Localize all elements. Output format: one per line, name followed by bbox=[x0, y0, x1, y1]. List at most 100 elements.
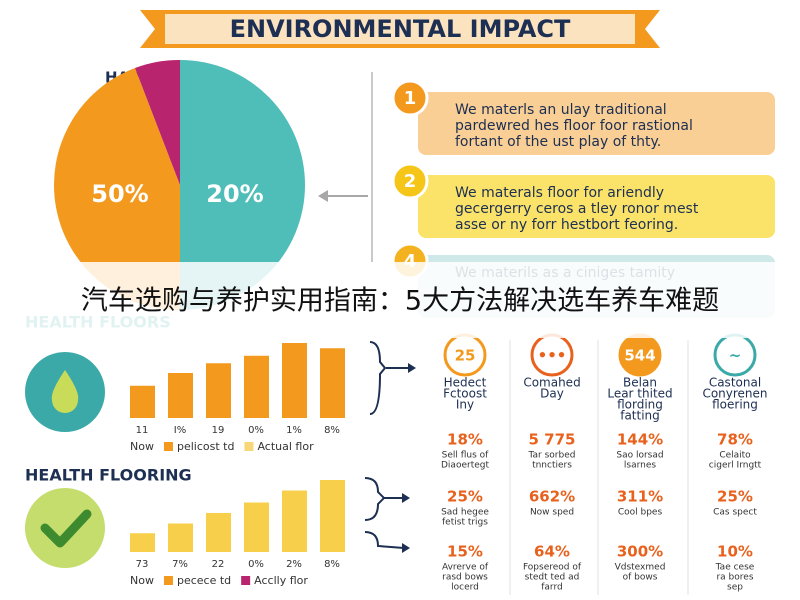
stat-caption: tnnctiers bbox=[532, 461, 572, 471]
column-title: Iny bbox=[456, 398, 474, 412]
legend-swatch bbox=[244, 442, 254, 451]
stat-caption: farrd bbox=[541, 583, 562, 593]
stat-value: 311% bbox=[617, 488, 663, 506]
stat-caption: stedt ted ad bbox=[525, 573, 580, 583]
item-box bbox=[418, 92, 775, 155]
pie-slice bbox=[180, 60, 305, 310]
bar bbox=[320, 480, 345, 552]
title: ENVIRONMENTAL IMPACT bbox=[230, 15, 571, 43]
stat-caption: Now sped bbox=[530, 508, 574, 518]
bar bbox=[244, 355, 269, 418]
drop-icon bbox=[51, 370, 79, 413]
column-icon: 25 bbox=[455, 347, 476, 365]
legend-text: pelicost td bbox=[177, 440, 234, 453]
bar bbox=[168, 523, 193, 552]
bar-label: I% bbox=[174, 425, 186, 436]
stat-caption: Tar sorbed bbox=[528, 451, 576, 461]
stat-value: 78% bbox=[717, 431, 753, 449]
brace bbox=[369, 341, 387, 415]
item-number-bg bbox=[391, 79, 429, 117]
legend-text: Now bbox=[130, 440, 154, 453]
stat-value: 144% bbox=[617, 431, 663, 449]
bar bbox=[130, 385, 155, 418]
legend-swatch bbox=[163, 576, 173, 585]
bar bbox=[282, 490, 307, 552]
item-number: 1 bbox=[404, 88, 417, 109]
item-text: fortant of the ust play of thty. bbox=[455, 134, 661, 150]
arrow bbox=[364, 531, 405, 549]
pie-slice bbox=[53, 68, 180, 311]
stat-caption: cigerl Irngtt bbox=[709, 461, 762, 471]
legend-text: Acclly flor bbox=[254, 574, 308, 587]
stat-caption: lsarnes bbox=[624, 461, 656, 471]
item-text: gecergerry ceros a tley ronor mest bbox=[455, 201, 699, 217]
check-icon-bg bbox=[25, 488, 105, 568]
legend-text: pecece td bbox=[177, 574, 231, 587]
bar-label: 0% bbox=[248, 559, 264, 570]
bar-label: 8% bbox=[324, 425, 340, 436]
stat-value: 662% bbox=[529, 488, 575, 506]
stat-value: 25% bbox=[717, 488, 753, 506]
pie-slice-label: 20% bbox=[206, 180, 263, 208]
stat-caption: Cas spect bbox=[713, 508, 757, 518]
column-title: Hedect bbox=[444, 376, 487, 390]
stat-caption: Cool bpes bbox=[618, 508, 663, 518]
item-text: pardewred hes floor foor rastional bbox=[455, 118, 693, 134]
stat-caption: Avrerve of bbox=[442, 563, 489, 573]
bar-label: 11 bbox=[136, 425, 149, 436]
stat-value: 5 775 bbox=[529, 431, 576, 449]
column-icon: ~ bbox=[729, 347, 742, 365]
column-title: Conyrenen bbox=[702, 387, 767, 401]
bar-label: 8% bbox=[324, 559, 340, 570]
brace bbox=[364, 477, 386, 521]
title-panel bbox=[165, 14, 635, 44]
bar bbox=[282, 343, 307, 418]
column-title: floering bbox=[712, 398, 758, 412]
bar-label: 7% bbox=[172, 559, 188, 570]
item-text: We materls an ulay traditional bbox=[455, 102, 667, 118]
column-title: fatting bbox=[620, 409, 660, 423]
bar bbox=[168, 373, 193, 418]
bar-label: 22 bbox=[212, 559, 225, 570]
stat-caption: fetist trigs bbox=[442, 518, 488, 528]
check-icon bbox=[40, 509, 92, 548]
bar-label: 73 bbox=[136, 559, 149, 570]
stat-caption: sep bbox=[727, 583, 743, 593]
arrow-head bbox=[402, 543, 410, 553]
column-title: Lear thited bbox=[607, 387, 672, 401]
stat-caption: Diaoertegt bbox=[441, 461, 489, 471]
overlay-band bbox=[0, 262, 800, 338]
pie-slice-label: 50% bbox=[91, 180, 148, 208]
bar bbox=[130, 533, 155, 552]
item-number: 2 bbox=[404, 171, 417, 192]
stat-value: 25% bbox=[447, 488, 483, 506]
stat-caption: Celaito bbox=[719, 451, 751, 461]
stat-caption: locerd bbox=[451, 583, 479, 593]
stat-caption: rasd bows bbox=[442, 573, 488, 583]
legend-swatch bbox=[163, 442, 173, 451]
pie-slice bbox=[135, 59, 180, 186]
item-text: asse or ny forr hestbort feoring. bbox=[455, 217, 678, 233]
stat-caption: Vdstexmed bbox=[615, 563, 666, 573]
stat-value: 10% bbox=[717, 543, 753, 561]
stat-caption: Sao lorsad bbox=[616, 451, 663, 461]
bar bbox=[206, 513, 231, 552]
stat-caption: Fopsereod of bbox=[523, 563, 582, 573]
column-title: Castonal bbox=[709, 376, 761, 390]
stat-value: 15% bbox=[447, 543, 483, 561]
column-title: flording bbox=[617, 398, 663, 412]
column-title: Belan bbox=[623, 376, 657, 390]
stat-caption: Tae cese bbox=[715, 563, 755, 573]
bar-label: 2% bbox=[286, 559, 302, 570]
legend-text: Now bbox=[130, 574, 154, 587]
bar-label: 0% bbox=[248, 425, 264, 436]
item-number-bg bbox=[391, 162, 429, 200]
column-title: Day bbox=[540, 387, 564, 401]
section-title: HEALTH FLOORING bbox=[25, 466, 192, 485]
overlay-caption: 汽车选购与养护实用指南：5大方法解决选车养车难题 bbox=[81, 286, 719, 317]
stat-caption: of bows bbox=[623, 573, 658, 583]
column-icon: 544 bbox=[624, 347, 655, 365]
legend-text: Actual flor bbox=[257, 440, 314, 453]
item-box bbox=[418, 175, 775, 238]
